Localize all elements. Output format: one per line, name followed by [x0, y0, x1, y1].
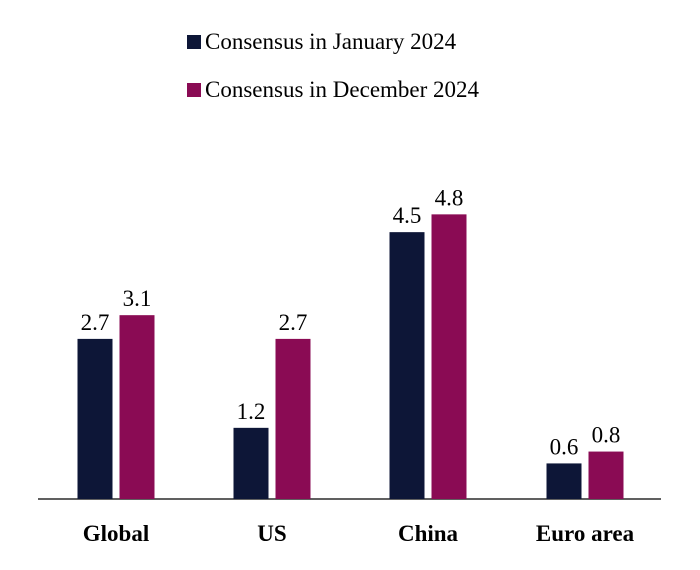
legend-label-january: Consensus in January 2024 [205, 29, 457, 54]
category-label-0: Global [83, 521, 149, 546]
bar-2-series-1 [431, 214, 467, 500]
category-label-1: US [257, 521, 286, 546]
data-label-2-series-0: 4.5 [393, 203, 422, 228]
legend: Consensus in January 2024 Consensus in D… [187, 28, 479, 124]
data-label-2-series-1: 4.8 [435, 185, 464, 210]
bar-1-series-0 [233, 427, 269, 499]
data-label-3-series-0: 0.6 [550, 434, 579, 459]
legend-label-december: Consensus in December 2024 [205, 77, 480, 102]
legend-swatch-january [187, 35, 201, 49]
legend-swatch-december [187, 83, 201, 97]
bar-0-series-1 [119, 315, 155, 499]
category-label-3: Euro area [536, 521, 635, 546]
bar-3-series-1 [588, 451, 624, 499]
bar-3-series-0 [546, 463, 582, 499]
bar-2-series-0 [389, 232, 425, 499]
legend-item-january: Consensus in January 2024 [187, 28, 479, 56]
data-label-1-series-0: 1.2 [237, 399, 266, 424]
legend-item-december: Consensus in December 2024 [187, 76, 479, 104]
bar-0-series-0 [77, 338, 113, 499]
data-label-1-series-1: 2.7 [279, 310, 308, 335]
category-label-2: China [398, 521, 459, 546]
data-label-0-series-0: 2.7 [81, 310, 110, 335]
data-label-3-series-1: 0.8 [592, 423, 621, 448]
data-label-0-series-1: 3.1 [123, 286, 152, 311]
bar-1-series-1 [275, 338, 311, 499]
